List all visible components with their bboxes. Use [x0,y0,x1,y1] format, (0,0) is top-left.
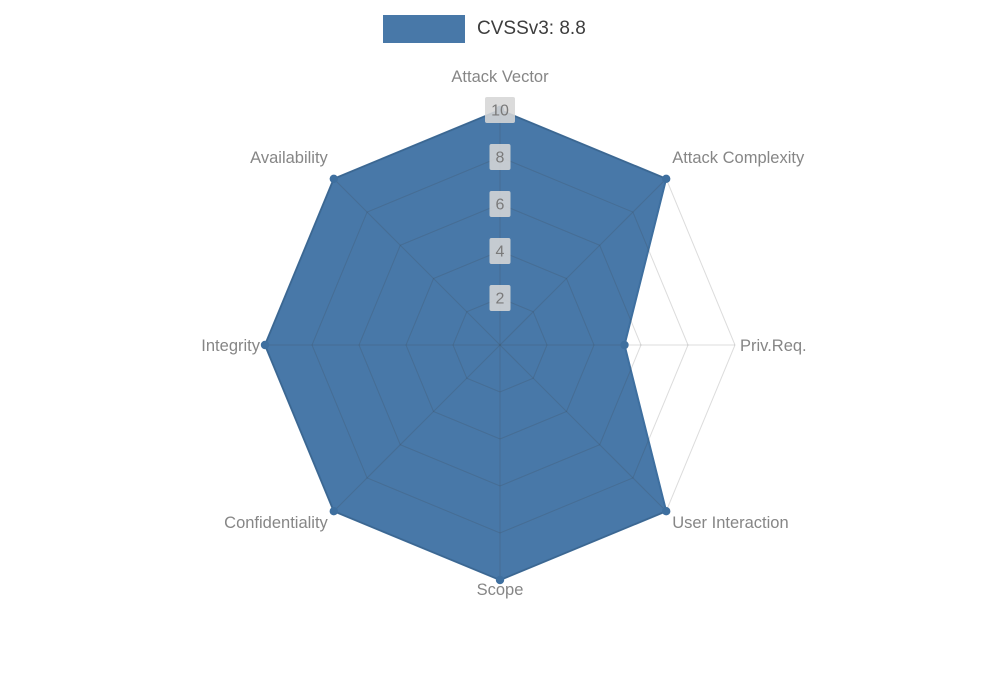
radar-series-marker[interactable] [662,507,671,516]
radar-series-marker[interactable] [495,575,505,585]
radar-axis-label: Confidentiality [224,514,328,532]
radial-tick-bg [489,191,511,217]
radar-grid-ring [311,156,689,534]
radar-axis-label: Scope [477,581,524,599]
radar-grid-spoke [499,344,667,512]
radar-axis-label: Attack Vector [451,68,549,86]
radar-grid-spoke [499,178,667,346]
radial-tick-label: 8 [496,150,505,167]
radial-tick-bg [489,144,511,170]
radial-tick-label: 4 [496,244,505,261]
radar-axis-label: Attack Complexity [672,149,805,167]
chart-legend[interactable]: CVSSv3: 8.8 [383,15,586,43]
radar-grid-spoke [333,178,501,346]
radar-grid-spoke [333,344,501,512]
radial-tick-label: 6 [496,197,505,214]
radar-grid-ring [358,203,642,487]
radar-axis-label: Priv.Req. [740,337,807,355]
radial-tick-bg [489,238,511,264]
legend-color-swatch [383,15,465,43]
radar-axis-label: Integrity [201,337,260,355]
radial-tick-label: 10 [491,103,509,120]
radar-series-marker[interactable] [620,340,629,350]
radar-series-marker[interactable] [329,174,338,183]
radial-tick-label: 2 [496,291,505,308]
radar-series-marker[interactable] [662,174,671,183]
radar-series-marker[interactable] [260,340,270,350]
radar-axis-label: User Interaction [672,514,788,532]
radial-tick-bg [485,97,515,123]
radar-grid-ring [452,297,548,393]
radar-grid-ring [405,250,595,440]
legend-label: CVSSv3: 8.8 [477,18,586,39]
radial-tick-bg [489,285,511,311]
radar-axis-label: Availability [250,149,328,167]
radar-series-marker[interactable] [329,507,338,516]
